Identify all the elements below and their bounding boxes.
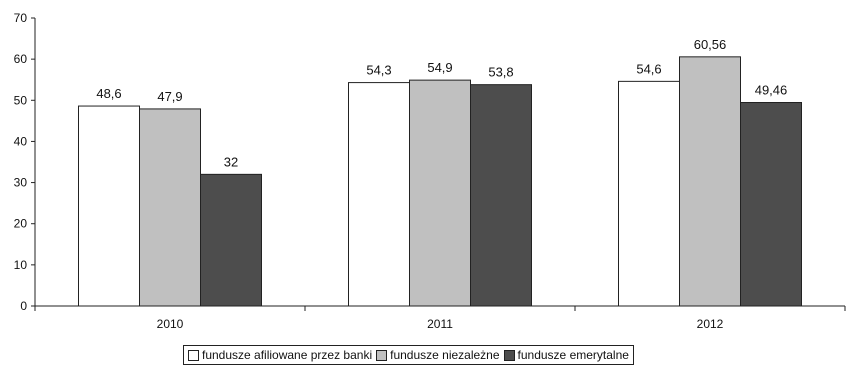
x-tick-label: 2012 bbox=[697, 317, 724, 331]
data-label: 48,6 bbox=[96, 86, 121, 101]
bar-2012-series-0 bbox=[618, 80, 680, 307]
legend-swatch-1 bbox=[376, 349, 388, 361]
bar-2010-series-0 bbox=[78, 105, 140, 307]
bar-2012-series-2 bbox=[740, 102, 802, 307]
legend-swatch-0 bbox=[188, 349, 199, 361]
data-label: 54,6 bbox=[636, 61, 661, 76]
y-tick-label: 60 bbox=[14, 52, 28, 66]
legend-label-1: fundusze niezależne bbox=[390, 348, 500, 362]
x-tick-label: 2011 bbox=[427, 317, 453, 331]
data-label: 49,46 bbox=[755, 83, 788, 98]
y-tick-label: 0 bbox=[20, 299, 27, 313]
y-tick-label: 70 bbox=[14, 11, 28, 25]
data-label: 47,9 bbox=[157, 89, 182, 104]
legend-swatch-2 bbox=[503, 349, 515, 361]
bar-2011-series-2 bbox=[470, 84, 532, 307]
y-tick-label: 20 bbox=[14, 217, 28, 231]
y-tick-label: 50 bbox=[14, 93, 28, 107]
y-tick-label: 40 bbox=[14, 134, 28, 148]
legend-label-2: fundusze emerytalne bbox=[517, 348, 629, 362]
data-label: 32 bbox=[224, 154, 238, 169]
bar-2011-series-0 bbox=[348, 82, 410, 307]
y-tick-label: 10 bbox=[14, 258, 28, 272]
data-label: 54,3 bbox=[366, 63, 391, 78]
data-label: 54,9 bbox=[427, 60, 452, 75]
legend: fundusze afiliowane przez banki fundusze… bbox=[183, 345, 634, 365]
bar-2010-series-1 bbox=[139, 108, 201, 307]
legend-label-0: fundusze afiliowane przez banki bbox=[202, 348, 373, 362]
data-label: 60,56 bbox=[694, 37, 727, 52]
x-tick-label: 2010 bbox=[157, 317, 184, 331]
y-tick-label: 30 bbox=[14, 176, 28, 190]
data-label: 53,8 bbox=[488, 65, 513, 80]
legend-item-2: fundusze emerytalne bbox=[503, 348, 629, 362]
bar-2011-series-1 bbox=[409, 79, 471, 307]
legend-item-0: fundusze afiliowane przez banki bbox=[188, 348, 372, 362]
bar-2010-series-2 bbox=[200, 173, 262, 307]
bar-2012-series-1 bbox=[679, 56, 741, 307]
legend-item-1: fundusze niezależne bbox=[376, 348, 500, 362]
